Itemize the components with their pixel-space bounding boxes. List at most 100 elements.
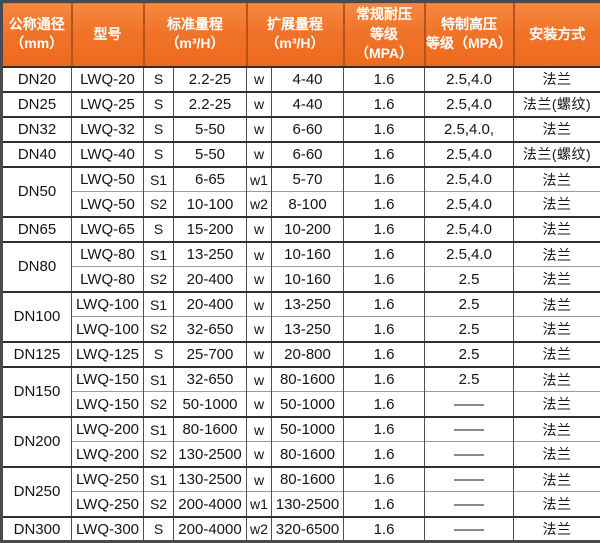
cell-model: LWQ-150 [72, 367, 144, 392]
cell-normal-pressure: 1.6 [344, 242, 425, 267]
cell-installation: 法兰 [514, 317, 600, 342]
cell-standard-range: 5-50 [174, 142, 247, 167]
cell-nominal-diameter: DN100 [2, 292, 72, 342]
cell-range-code: S [144, 67, 174, 92]
header-line1: 公称通径 [3, 15, 71, 35]
cell-model: LWQ-80 [72, 242, 144, 267]
cell-model: LWQ-200 [72, 442, 144, 467]
cell-normal-pressure: 1.6 [344, 417, 425, 442]
cell-installation: 法兰 [514, 242, 600, 267]
cell-range-code: S [144, 517, 174, 542]
cell-extended-code: w [247, 367, 272, 392]
cell-high-pressure: —— [425, 392, 514, 417]
cell-extended-code: w [247, 317, 272, 342]
cell-range-code: S1 [144, 242, 174, 267]
cell-standard-range: 2.2-25 [174, 92, 247, 117]
cell-extended-code: w [247, 392, 272, 417]
cell-normal-pressure: 1.6 [344, 167, 425, 192]
header-nominal-diameter: 公称通径 （mm） [2, 2, 72, 67]
cell-model: LWQ-80 [72, 267, 144, 292]
header-line1: 型号 [73, 25, 143, 45]
cell-standard-range: 32-650 [174, 317, 247, 342]
cell-normal-pressure: 1.6 [344, 342, 425, 367]
cell-standard-range: 50-1000 [174, 392, 247, 417]
cell-model: LWQ-20 [72, 67, 144, 92]
cell-extended-range: 10-160 [272, 267, 344, 292]
cell-installation: 法兰 [514, 67, 600, 92]
cell-high-pressure: 2.5,4.0 [425, 142, 514, 167]
cell-standard-range: 20-400 [174, 267, 247, 292]
cell-installation: 法兰 [514, 367, 600, 392]
cell-installation: 法兰 [514, 267, 600, 292]
cell-installation: 法兰 [514, 467, 600, 492]
header-line2: （mm） [3, 34, 71, 54]
cell-range-code: S1 [144, 367, 174, 392]
cell-model: LWQ-65 [72, 217, 144, 242]
cell-standard-range: 32-650 [174, 367, 247, 392]
cell-high-pressure: —— [425, 467, 514, 492]
cell-extended-code: w [247, 267, 272, 292]
header-line2: （m³/H） [145, 34, 246, 54]
cell-nominal-diameter: DN250 [2, 467, 72, 517]
cell-installation: 法兰 [514, 442, 600, 467]
cell-normal-pressure: 1.6 [344, 192, 425, 217]
cell-standard-range: 80-1600 [174, 417, 247, 442]
cell-installation: 法兰 [514, 342, 600, 367]
cell-installation: 法兰 [514, 292, 600, 317]
cell-range-code: S1 [144, 167, 174, 192]
cell-installation: 法兰(螺纹) [514, 142, 600, 167]
cell-range-code: S1 [144, 417, 174, 442]
cell-installation: 法兰 [514, 117, 600, 142]
cell-extended-range: 13-250 [272, 292, 344, 317]
cell-nominal-diameter: DN150 [2, 367, 72, 417]
cell-nominal-diameter: DN50 [2, 167, 72, 217]
cell-model: LWQ-25 [72, 92, 144, 117]
cell-high-pressure: 2.5,4.0, [425, 117, 514, 142]
cell-extended-code: w [247, 242, 272, 267]
cell-extended-code: w [247, 67, 272, 92]
cell-range-code: S [144, 342, 174, 367]
header-extended-range: 扩展量程 （m³/H） [247, 2, 344, 67]
cell-extended-range: 10-200 [272, 217, 344, 242]
cell-normal-pressure: 1.6 [344, 367, 425, 392]
cell-range-code: S [144, 92, 174, 117]
cell-extended-range: 4-40 [272, 92, 344, 117]
cell-high-pressure: —— [425, 442, 514, 467]
cell-range-code: S2 [144, 317, 174, 342]
cell-nominal-diameter: DN80 [2, 242, 72, 292]
cell-nominal-diameter: DN32 [2, 117, 72, 142]
cell-high-pressure: 2.5,4.0 [425, 192, 514, 217]
cell-extended-code: w [247, 117, 272, 142]
cell-extended-code: w [247, 92, 272, 117]
header-line1: 特制高压 [426, 15, 513, 35]
cell-high-pressure: 2.5,4.0 [425, 167, 514, 192]
cell-model: LWQ-125 [72, 342, 144, 367]
cell-model: LWQ-50 [72, 167, 144, 192]
cell-range-code: S2 [144, 267, 174, 292]
cell-extended-range: 4-40 [272, 67, 344, 92]
cell-range-code: S1 [144, 292, 174, 317]
cell-installation: 法兰 [514, 417, 600, 442]
cell-model: LWQ-150 [72, 392, 144, 417]
cell-installation: 法兰 [514, 217, 600, 242]
cell-high-pressure: —— [425, 517, 514, 542]
cell-nominal-diameter: DN65 [2, 217, 72, 242]
cell-high-pressure: 2.5 [425, 342, 514, 367]
cell-normal-pressure: 1.6 [344, 492, 425, 517]
cell-extended-code: w [247, 342, 272, 367]
cell-extended-range: 320-6500 [272, 517, 344, 542]
cell-extended-code: w [247, 217, 272, 242]
cell-extended-code: w [247, 142, 272, 167]
header-line2: 等级（MPA） [426, 34, 513, 54]
cell-extended-range: 50-1000 [272, 392, 344, 417]
